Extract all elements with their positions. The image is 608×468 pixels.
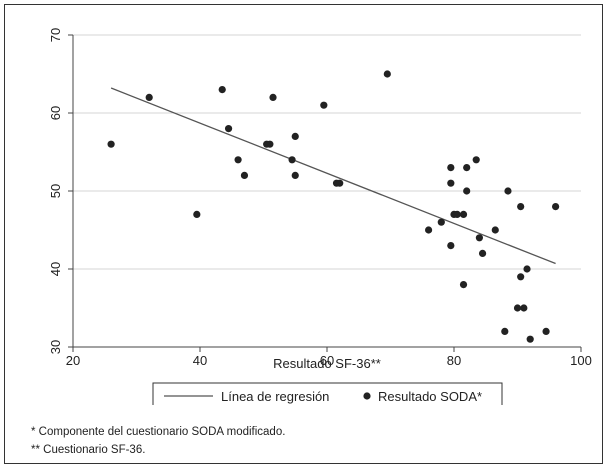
data-point-20 xyxy=(447,164,455,172)
x-axis-title: Resultado SF-36** xyxy=(273,356,381,371)
data-point-42 xyxy=(552,203,560,211)
data-point-21 xyxy=(447,179,455,187)
data-point-40 xyxy=(526,335,534,343)
x-tick-label-20: 20 xyxy=(66,353,80,368)
data-point-7 xyxy=(240,171,249,179)
data-point-2 xyxy=(145,93,153,101)
x-tick-label-40: 40 xyxy=(193,353,207,368)
data-point-10 xyxy=(269,93,277,101)
x-axis-ticks: 20 40 60 80 100 xyxy=(66,347,592,368)
footnote-soda: * Componente del cuestionario SODA modif… xyxy=(31,426,286,438)
data-point-36 xyxy=(517,203,525,211)
data-point-18 xyxy=(425,226,433,234)
data-point-13 xyxy=(291,171,299,179)
regression-line xyxy=(110,87,556,265)
x-tick-label-80: 80 xyxy=(447,353,461,368)
legend-box xyxy=(152,382,503,405)
y-tick-label-40: 40 xyxy=(48,262,63,276)
data-point-14 xyxy=(320,101,328,109)
data-point-30 xyxy=(475,234,483,242)
legend-label-soda: Resultado SODA* xyxy=(378,389,482,404)
data-point-39 xyxy=(523,265,531,273)
data-point-31 xyxy=(478,249,487,257)
data-point-16 xyxy=(336,179,344,187)
data-point-34 xyxy=(504,187,512,195)
y-tick-label-70: 70 xyxy=(48,28,63,42)
y-tick-label-60: 60 xyxy=(48,106,63,120)
x-tick-label-60: 60 xyxy=(320,353,334,368)
legend-dot-swatch xyxy=(363,392,371,400)
data-point-17 xyxy=(383,70,391,78)
data-point-3 xyxy=(193,210,201,218)
data-point-32 xyxy=(491,226,499,234)
data-point-9 xyxy=(266,140,274,148)
y-tick-label-30: 30 xyxy=(48,340,63,354)
data-point-27 xyxy=(463,164,471,172)
data-point-25 xyxy=(459,210,468,218)
legend: Línea de regresión Resultado SODA* xyxy=(152,382,503,405)
data-point-24 xyxy=(453,210,461,218)
legend-label-regression: Línea de regresión xyxy=(221,389,329,404)
data-point-5 xyxy=(224,125,233,133)
data-point-4 xyxy=(218,86,226,94)
data-point-28 xyxy=(463,187,471,195)
data-point-6 xyxy=(234,156,242,164)
data-point-26 xyxy=(459,281,468,289)
data-point-22 xyxy=(447,242,455,250)
points-layer xyxy=(107,70,560,343)
data-point-12 xyxy=(291,132,299,140)
data-point-37 xyxy=(517,273,525,281)
y-axis-ticks: 30 40 50 60 70 xyxy=(48,28,73,354)
data-point-33 xyxy=(501,327,509,335)
data-point-19 xyxy=(437,218,445,226)
data-point-1 xyxy=(107,140,115,148)
y-tick-label-50: 50 xyxy=(48,184,63,198)
regression-layer xyxy=(110,87,556,265)
data-point-38 xyxy=(520,304,528,312)
data-point-29 xyxy=(472,156,480,164)
data-point-11 xyxy=(288,156,296,164)
data-point-35 xyxy=(513,304,522,312)
scatter-chart: 30 40 50 60 70 20 40 60 80 100 Resultado SF-36**… xyxy=(48,28,592,405)
figure-frame: 30 40 50 60 70 20 40 60 80 100 Resultado SF-36**… xyxy=(4,4,603,464)
footnote-sf36: ** Cuestionario SF-36. xyxy=(31,444,146,456)
x-tick-label-100: 100 xyxy=(570,353,592,368)
data-point-41 xyxy=(542,327,550,335)
